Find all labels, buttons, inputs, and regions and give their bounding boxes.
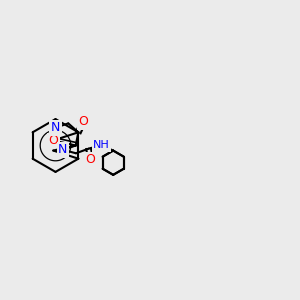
Text: N: N <box>51 121 60 134</box>
Text: O: O <box>48 134 58 147</box>
Text: NH: NH <box>93 140 110 150</box>
Text: O: O <box>78 116 88 128</box>
Text: O: O <box>85 153 95 167</box>
Text: N: N <box>58 143 68 156</box>
